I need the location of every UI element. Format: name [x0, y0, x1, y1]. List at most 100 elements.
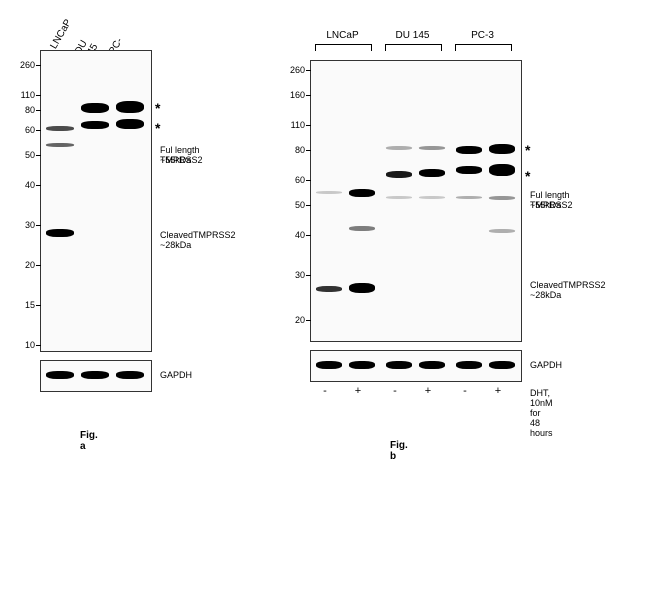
figure-caption: Fig. a [80, 430, 98, 452]
mw-tick [36, 265, 41, 266]
protein-band [46, 126, 74, 131]
protein-band [489, 164, 515, 176]
band-annotation: CleavedTMPRSS2 [160, 230, 236, 240]
main-blot-b [310, 60, 522, 342]
protein-band [489, 196, 515, 200]
mw-marker: 50 [10, 150, 35, 160]
gapdh-band [349, 361, 375, 369]
protein-band [386, 171, 412, 178]
gapdh-band [489, 361, 515, 369]
mw-marker: 60 [280, 175, 305, 185]
mw-tick [36, 155, 41, 156]
mw-tick [306, 70, 311, 71]
mw-marker: 110 [10, 90, 35, 100]
protein-band [489, 229, 515, 233]
mw-marker: 110 [280, 120, 305, 130]
main-blot-a [40, 50, 152, 352]
mw-marker: 60 [10, 125, 35, 135]
protein-band [456, 146, 482, 154]
mw-tick [36, 305, 41, 306]
gapdh-blot-a [40, 360, 152, 392]
mw-marker: 80 [280, 145, 305, 155]
group-bracket [315, 44, 372, 51]
mw-tick [36, 110, 41, 111]
gapdh-band [116, 371, 144, 379]
protein-band [349, 226, 375, 231]
group-label: LNCaP [315, 30, 370, 41]
protein-band [316, 191, 342, 194]
mw-marker: 40 [10, 180, 35, 190]
gapdh-band [81, 371, 109, 379]
mw-tick [306, 125, 311, 126]
mw-tick [36, 185, 41, 186]
asterisk-marker: * [155, 100, 160, 116]
mw-tick [36, 95, 41, 96]
band-annotation: ~28kDa [530, 290, 561, 300]
protein-band [419, 196, 445, 199]
lane-label: LNCaP [48, 18, 74, 51]
band-annotation: ~55kDa [160, 155, 191, 165]
gapdh-blot-b [310, 350, 522, 382]
mw-tick [306, 95, 311, 96]
mw-marker: 15 [10, 300, 35, 310]
treatment-indicator: - [315, 385, 335, 397]
gapdh-band [386, 361, 412, 369]
protein-band [316, 286, 342, 292]
treatment-label: DHT, 10nM for 48 hours [530, 388, 553, 438]
protein-band [349, 283, 375, 293]
mw-marker: 160 [280, 90, 305, 100]
treatment-indicator: + [418, 385, 438, 397]
group-bracket [385, 44, 442, 51]
protein-band [386, 146, 412, 150]
mw-tick [306, 180, 311, 181]
treatment-indicator: - [455, 385, 475, 397]
band-annotation: ~28kDa [160, 240, 191, 250]
mw-tick [306, 205, 311, 206]
gapdh-band [316, 361, 342, 369]
protein-band [116, 119, 144, 129]
asterisk-marker: * [525, 142, 530, 158]
gapdh-band [456, 361, 482, 369]
gapdh-band [419, 361, 445, 369]
band-annotation: CleavedTMPRSS2 [530, 280, 606, 290]
mw-tick [306, 275, 311, 276]
mw-marker: 30 [10, 220, 35, 230]
mw-marker: 260 [10, 60, 35, 70]
group-bracket [455, 44, 512, 51]
treatment-indicator: - [385, 385, 405, 397]
mw-tick [36, 225, 41, 226]
mw-marker: 80 [10, 105, 35, 115]
mw-tick [36, 345, 41, 346]
asterisk-marker: * [155, 120, 160, 136]
mw-tick [36, 130, 41, 131]
gapdh-band [46, 371, 74, 379]
mw-tick [306, 235, 311, 236]
mw-marker: 20 [280, 315, 305, 325]
protein-band [46, 229, 74, 237]
mw-marker: 50 [280, 200, 305, 210]
group-label: DU 145 [385, 30, 440, 41]
protein-band [81, 103, 109, 113]
gapdh-label: GAPDH [160, 370, 192, 380]
gapdh-label: GAPDH [530, 360, 562, 370]
mw-marker: 260 [280, 65, 305, 75]
treatment-indicator: + [348, 385, 368, 397]
group-label: PC-3 [455, 30, 510, 41]
mw-tick [36, 65, 41, 66]
protein-band [489, 144, 515, 154]
protein-band [386, 196, 412, 199]
mw-marker: 30 [280, 270, 305, 280]
protein-band [46, 143, 74, 147]
protein-band [456, 196, 482, 199]
treatment-indicator: + [488, 385, 508, 397]
protein-band [419, 169, 445, 177]
protein-band [419, 146, 445, 150]
mw-tick [306, 150, 311, 151]
figure-caption: Fig. b [390, 440, 408, 462]
mw-marker: 20 [10, 260, 35, 270]
protein-band [456, 166, 482, 174]
band-annotation: ~55kDa [530, 200, 561, 210]
protein-band [116, 101, 144, 113]
mw-tick [306, 320, 311, 321]
mw-marker: 40 [280, 230, 305, 240]
